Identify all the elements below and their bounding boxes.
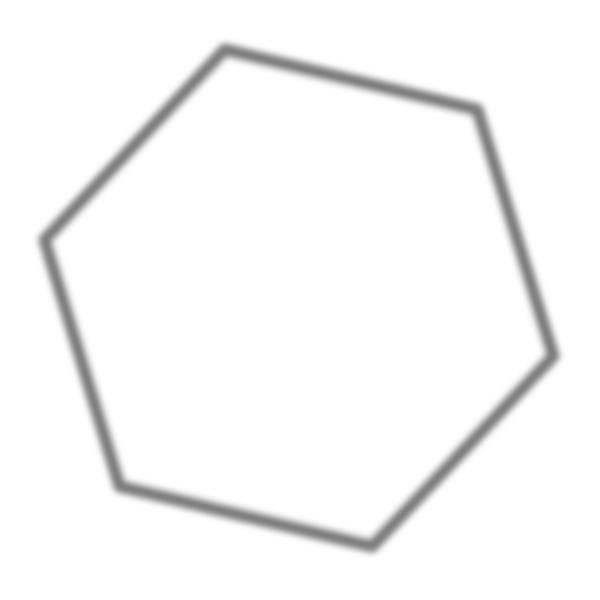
hexagon-outline	[38, 43, 560, 553]
